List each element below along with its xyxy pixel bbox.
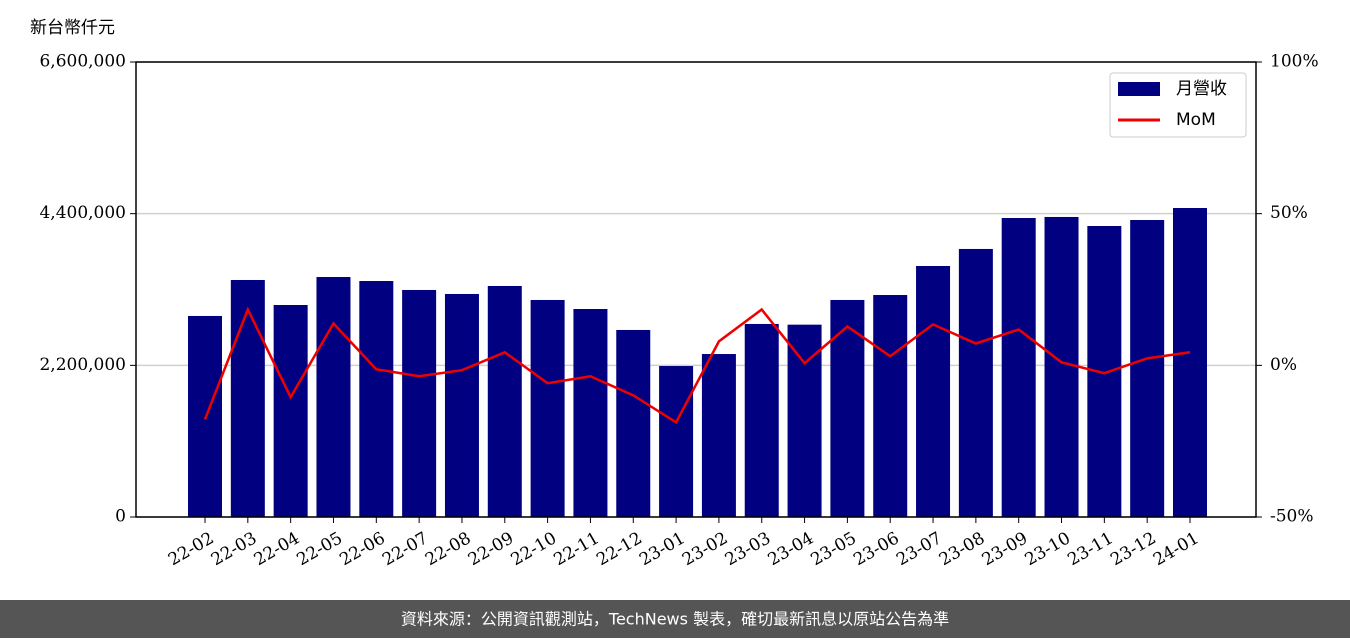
- legend-label: 月營收: [1176, 79, 1227, 99]
- bar: [573, 309, 608, 517]
- x-tick-label: 22-05: [294, 528, 346, 570]
- x-tick-label: 22-06: [336, 528, 388, 570]
- bar: [1001, 218, 1036, 518]
- footer-text: 資料來源：公開資訊觀測站，TechNews 製表，確切最新訊息以原站公告為準: [401, 610, 949, 629]
- bar: [1044, 216, 1079, 517]
- bar: [316, 277, 351, 517]
- x-tick-label: 23-03: [722, 528, 774, 570]
- y2-tick-label: 100%: [1270, 52, 1319, 72]
- bar: [787, 324, 822, 517]
- footer-band: [0, 600, 1350, 638]
- x-tick-label: 23-12: [1107, 528, 1159, 570]
- bar: [744, 323, 779, 517]
- bar: [701, 354, 736, 517]
- x-tick-label: 23-04: [765, 528, 817, 570]
- bar: [916, 265, 951, 517]
- x-tick-label: 23-06: [850, 528, 902, 570]
- bar: [230, 279, 265, 517]
- bar: [444, 293, 479, 517]
- x-tick-label: 23-09: [979, 528, 1031, 570]
- x-tick-label: 22-08: [422, 528, 474, 570]
- bar: [1087, 226, 1122, 517]
- bar: [273, 305, 308, 517]
- y2-tick-label: 0%: [1270, 355, 1297, 375]
- x-tick-label: 22-12: [593, 528, 645, 570]
- y-tick-label: 4,400,000: [39, 203, 126, 223]
- y-tick-label: 6,600,000: [39, 52, 126, 72]
- legend-swatch: [1118, 82, 1160, 96]
- x-tick-label: 22-10: [508, 528, 560, 570]
- plot-frame: [135, 61, 1257, 518]
- y-tick-label: 0: [115, 507, 126, 527]
- y-axis-label: 新台幣仟元: [30, 18, 115, 38]
- x-tick-label: 22-11: [550, 528, 602, 570]
- y2-tick-label: -50%: [1270, 507, 1314, 527]
- x-tick-label: 23-10: [1022, 528, 1074, 570]
- bar: [359, 281, 394, 517]
- bar: [659, 366, 694, 517]
- y2-tick-label: 50%: [1270, 203, 1308, 223]
- bar: [616, 329, 651, 517]
- x-tick-label: 24-01: [1150, 528, 1202, 570]
- bar: [530, 299, 565, 517]
- x-tick-label: 22-07: [379, 528, 431, 570]
- y-tick-label: 2,200,000: [39, 355, 126, 375]
- bar: [1173, 208, 1207, 517]
- x-tick-label: 23-05: [807, 528, 859, 570]
- legend-label: MoM: [1176, 110, 1216, 130]
- bar: [402, 289, 437, 517]
- bar: [873, 295, 908, 517]
- line: [203, 306, 1191, 425]
- bar: [487, 285, 522, 517]
- x-tick-label: 23-11: [1064, 528, 1116, 570]
- x-tick-label: 23-01: [636, 528, 688, 570]
- x-tick-label: 23-02: [679, 528, 731, 570]
- bar: [1130, 220, 1165, 517]
- bar: [958, 248, 993, 518]
- x-tick-label: 23-08: [936, 528, 988, 570]
- x-tick-label: 22-04: [251, 528, 303, 570]
- x-tick-label: 22-09: [465, 528, 517, 570]
- x-tick-label: 22-02: [165, 528, 217, 570]
- x-tick-label: 23-07: [893, 528, 945, 570]
- bar: [830, 299, 865, 517]
- x-tick-label: 22-03: [208, 528, 260, 570]
